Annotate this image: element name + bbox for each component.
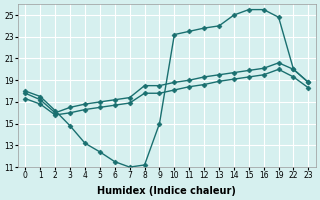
X-axis label: Humidex (Indice chaleur): Humidex (Indice chaleur) [98,186,236,196]
